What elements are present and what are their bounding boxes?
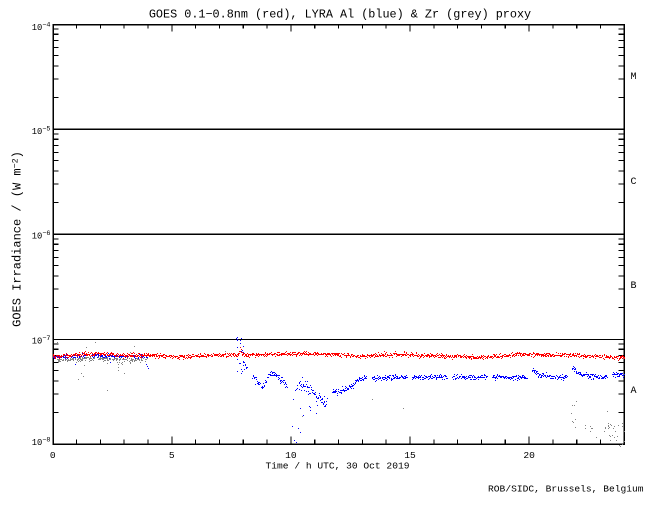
- svg-text:Time / h UTC, 30 Oct 2019: Time / h UTC, 30 Oct 2019: [266, 461, 410, 472]
- svg-text:20: 20: [523, 450, 535, 461]
- svg-text:10−6: 10−6: [32, 230, 51, 242]
- svg-text:10−7: 10−7: [32, 335, 51, 347]
- svg-text:10−8: 10−8: [32, 437, 51, 449]
- svg-text:B: B: [630, 281, 636, 292]
- svg-text:M: M: [630, 72, 636, 83]
- svg-text:A: A: [630, 386, 636, 397]
- svg-text:C: C: [630, 177, 636, 188]
- svg-text:GOES Irradiance / (W m−2): GOES Irradiance / (W m−2): [11, 151, 25, 327]
- svg-text:ROB/SIDC, Brussels, Belgium: ROB/SIDC, Brussels, Belgium: [488, 484, 644, 495]
- svg-text:15: 15: [404, 450, 416, 461]
- svg-text:10: 10: [285, 450, 297, 461]
- svg-text:GOES 0.1−0.8nm (red), LYRA Al: GOES 0.1−0.8nm (red), LYRA Al (blue) & Z…: [149, 8, 531, 22]
- svg-text:10−4: 10−4: [32, 22, 51, 34]
- svg-text:5: 5: [169, 450, 175, 461]
- svg-text:10−5: 10−5: [32, 126, 51, 138]
- svg-text:0: 0: [50, 450, 56, 461]
